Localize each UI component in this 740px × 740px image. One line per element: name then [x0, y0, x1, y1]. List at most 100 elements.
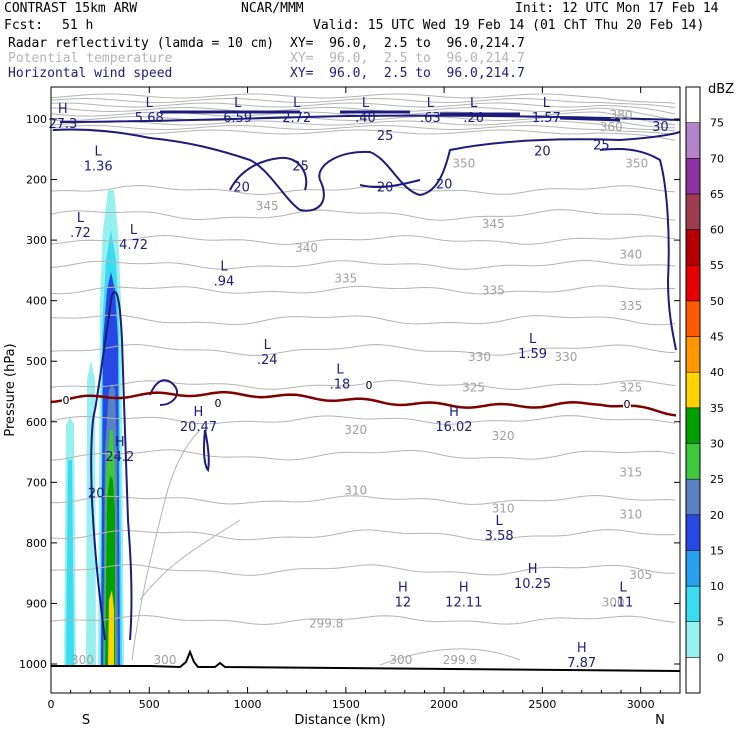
colorbar-tick-label: 70 [710, 152, 724, 165]
freezing-label-bg [365, 379, 373, 390]
theta-contours [51, 93, 676, 666]
extremum-type: L [362, 96, 370, 111]
theta-label: 310 [619, 508, 642, 522]
colorbar-tick-label: 65 [710, 188, 724, 201]
theta-label: 310 [492, 502, 515, 516]
wind-contours [52, 110, 680, 641]
extremum-value: .63 [420, 111, 441, 126]
theta-contour-upper [51, 129, 676, 141]
colorbar-tick-label: 25 [710, 473, 724, 486]
theta-label: 300 [389, 653, 412, 667]
terrain-line [51, 649, 680, 672]
x-axis-north-label: N [655, 713, 665, 728]
extremum-value: 2.72 [282, 111, 311, 126]
extremum-value: 1.36 [84, 159, 113, 174]
extremum-type: L [496, 514, 504, 529]
extremum-value: 6.59 [223, 111, 252, 126]
extremum-value: .18 [330, 377, 351, 392]
theta-contour [51, 449, 676, 461]
theta-label: 300 [71, 653, 94, 667]
y-tick-label: 300 [26, 234, 47, 247]
colorbar-tick-label: 0 [717, 651, 724, 664]
colorbar-unit: dBZ [708, 82, 734, 97]
colorbar-tick-label: 5 [717, 616, 724, 629]
freezing-label-bg [214, 397, 222, 408]
colorbar-tick-label: 10 [710, 580, 724, 593]
colorbar-tick-label: 50 [710, 295, 724, 308]
extremum-type: L [264, 338, 272, 353]
wind-contour [90, 409, 106, 641]
x-tick-label: 3000 [627, 698, 655, 711]
extremum-type: L [336, 362, 344, 377]
refl-yellow [108, 590, 114, 665]
extremum-type: H [58, 102, 68, 117]
colorbar-swatch [685, 514, 701, 551]
colorbar-swatch [685, 300, 701, 337]
extremum-type: H [115, 435, 125, 450]
theta-label: 330 [468, 350, 491, 364]
terrain-profile [51, 649, 680, 672]
extremum-value: 12 [395, 595, 412, 610]
x-tick-label: 1500 [332, 698, 360, 711]
extremum-value: .40 [355, 111, 376, 126]
theta-label: 305 [629, 568, 652, 582]
theta-label: 299.8 [309, 617, 343, 631]
colorbar-tick-label: 55 [710, 259, 724, 272]
y-tick-label: 900 [26, 597, 47, 610]
freezing-label-bg [62, 394, 70, 405]
colorbar-tick-label: 15 [710, 544, 724, 557]
x-axis-label: Distance (km) [294, 713, 385, 728]
colorbar-swatch [685, 122, 701, 159]
theta-label: 325 [462, 381, 485, 395]
extremum-value: 4.72 [119, 238, 148, 253]
extremum-value: 16.02 [435, 420, 472, 435]
theta-label: 340 [295, 241, 318, 255]
extremum-value: .94 [214, 274, 235, 289]
colorbar-swatch [685, 407, 701, 444]
colorbar-swatch [685, 443, 701, 480]
extremum-value: .72 [70, 226, 91, 241]
field-3-name: Horizontal wind speed [8, 66, 173, 81]
extremum-type: L [427, 96, 435, 111]
theta-contour [51, 234, 676, 246]
dbz-colorbar: 0 5 10 15 20 25 30 35 40 45 50 55 60 65 70 75 [685, 86, 724, 694]
y-tick-label: 700 [26, 476, 47, 489]
colorbar-swatch [685, 336, 701, 373]
theta-label: 299.9 [443, 653, 477, 667]
freezing-level-label: 0 [63, 394, 70, 407]
theta-label: 320 [344, 423, 367, 437]
wind-contour [149, 379, 178, 406]
wind-jet-contour [160, 110, 621, 122]
extremum-value: .11 [613, 595, 634, 610]
wind-contour [52, 128, 680, 212]
colorbar-tick-label: 45 [710, 331, 724, 344]
theta-label: 300 [602, 595, 625, 609]
theta-label: 380 [610, 108, 633, 122]
wind-label: 20 [534, 144, 551, 159]
extremum-type: H [398, 580, 408, 595]
theta-label: 310 [344, 483, 367, 497]
extremum-type: L [146, 96, 154, 111]
extremum-type: L [293, 96, 301, 111]
colorbar-swatch [685, 621, 701, 658]
extremum-value: 10.25 [514, 577, 551, 592]
colorbar-swatch [685, 585, 701, 622]
extremum-value: 12.11 [445, 595, 482, 610]
colorbar-swatch [685, 478, 701, 516]
x-tick-label: 2000 [430, 698, 458, 711]
y-tick-label: 200 [26, 174, 47, 187]
colorbar-swatch [685, 657, 701, 694]
init-time: Init: 12 UTC Mon 17 Feb 14 [515, 1, 719, 16]
org-label: NCAR/MMM [241, 1, 304, 16]
theta-contour-upper [51, 107, 676, 121]
wind-contour [599, 148, 677, 351]
wind-contour [94, 291, 133, 641]
x-axis-south-label: S [82, 713, 90, 728]
theta-contour [51, 494, 676, 505]
fcst-value: 51 h [62, 18, 94, 33]
extremum-type: L [543, 96, 551, 111]
extremum-type: H [194, 405, 204, 420]
theta-contour-upper [51, 102, 676, 115]
extremum-type: L [77, 211, 85, 226]
